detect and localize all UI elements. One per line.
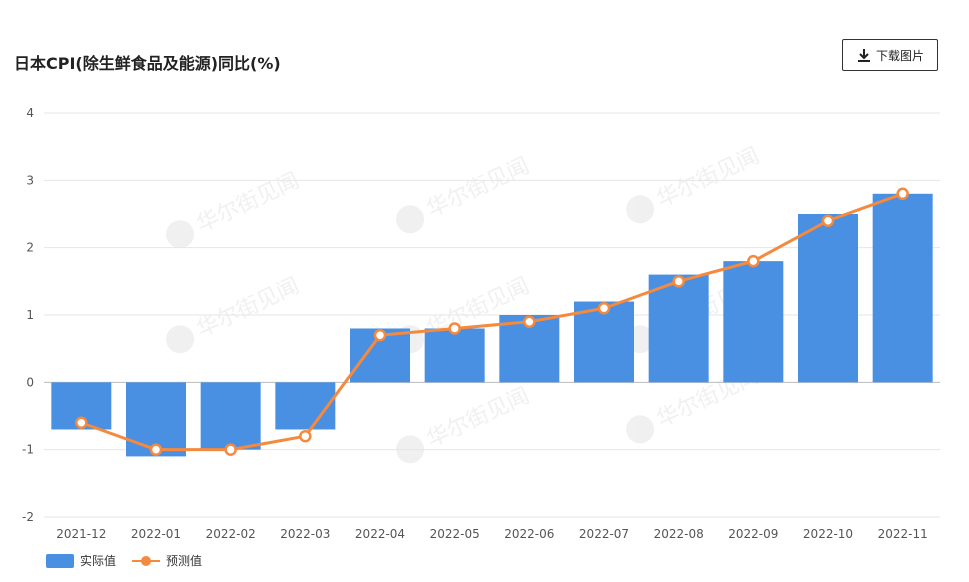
forecast-point-2022-03 <box>299 429 312 443</box>
y-tick-label: 2 <box>26 241 34 255</box>
x-tick-label: 2022-10 <box>803 527 853 541</box>
watermark-text: 华尔街见闻 <box>193 168 303 237</box>
legend-item-forecast[interactable]: 预测值 <box>132 552 202 569</box>
x-tick-label: 2022-01 <box>131 527 181 541</box>
x-tick-label: 2022-05 <box>430 527 480 541</box>
y-tick-label: 0 <box>26 375 34 389</box>
legend-label-forecast: 预测值 <box>166 554 203 568</box>
bar-2022-10 <box>798 214 858 383</box>
y-tick-label: 4 <box>26 106 34 120</box>
forecast-point-2022-04 <box>373 328 387 342</box>
bar-2022-11 <box>872 193 933 383</box>
legend-label-actual: 实际值 <box>80 554 117 568</box>
forecast-point-2022-02 <box>224 443 237 456</box>
x-tick-label: 2022-09 <box>728 527 778 541</box>
forecast-point-2021-12 <box>75 416 88 429</box>
x-tick-label: 2022-04 <box>355 527 405 541</box>
x-tick-label: 2022-02 <box>206 527 256 541</box>
y-tick-label: 3 <box>26 173 34 187</box>
watermark-text: 华尔街见闻 <box>193 273 303 342</box>
x-tick-label: 2022-11 <box>878 527 928 541</box>
watermark: 华尔街见闻 <box>396 383 533 464</box>
download-icon <box>857 49 870 62</box>
forecast-point-2022-07 <box>597 302 611 315</box>
y-tick-label: -1 <box>22 443 34 457</box>
forecast-point-2022-11 <box>896 187 909 201</box>
forecast-point-2022-10 <box>821 214 835 227</box>
watermark-text: 华尔街见闻 <box>423 153 533 222</box>
forecast-point-2022-08 <box>672 275 685 288</box>
watermark-text: 华尔街见闻 <box>653 143 763 212</box>
x-tick-label: 2022-08 <box>654 527 704 541</box>
legend-item-actual[interactable]: 实际值 <box>46 552 116 569</box>
legend-bar-swatch <box>46 553 74 568</box>
chart-title: 日本CPI(除生鲜食品及能源)同比(%) <box>14 54 281 73</box>
forecast-line <box>80 192 904 452</box>
watermark-logo <box>396 205 425 234</box>
watermark: 华尔街见闻 <box>396 153 533 234</box>
download-image-button[interactable]: 下载图片 <box>842 39 938 71</box>
forecast-point-2022-05 <box>448 322 461 335</box>
chart-area: 华尔街见闻华尔街见闻华尔街见闻华尔街见闻华尔街见闻华尔街见闻华尔街见闻华尔街见闻… <box>22 106 940 541</box>
bar-2022-07 <box>574 301 634 383</box>
forecast-point-2022-09 <box>747 254 760 268</box>
line-series <box>75 187 909 456</box>
y-tick-label: 1 <box>26 308 34 322</box>
y-axis: -2 -1 0 1 2 3 4 <box>22 106 34 524</box>
watermark: 华尔街见闻 <box>626 143 763 224</box>
y-tick-label: -2 <box>22 510 34 524</box>
legend: 实际值 预测值 <box>46 552 218 569</box>
x-tick-label: 2021-12 <box>56 527 106 541</box>
bar-2022-09 <box>723 261 784 383</box>
x-tick-label: 2022-03 <box>280 527 330 541</box>
bar-2022-03 <box>275 382 336 430</box>
x-tick-label: 2022-07 <box>579 527 629 541</box>
watermark: 华尔街见闻 <box>166 168 303 249</box>
legend-line-swatch <box>132 554 161 568</box>
bar-series <box>51 193 933 457</box>
download-label: 下载图片 <box>875 48 924 63</box>
forecast-point-2022-01 <box>149 443 163 456</box>
bar-2022-08 <box>648 274 709 383</box>
watermark-text: 华尔街见闻 <box>423 383 533 452</box>
forecast-point-2022-06 <box>523 315 536 328</box>
bar-2022-05 <box>424 328 485 383</box>
watermark-logo <box>626 415 655 444</box>
watermark-logo <box>166 325 195 354</box>
bar-2022-02 <box>200 382 261 450</box>
x-axis: 2021-12 2022-01 2022-02 2022-03 2022-04 2022-… <box>56 527 927 541</box>
x-tick-label: 2022-06 <box>504 527 554 541</box>
watermark-logo <box>626 195 655 224</box>
watermark-logo <box>166 220 195 249</box>
